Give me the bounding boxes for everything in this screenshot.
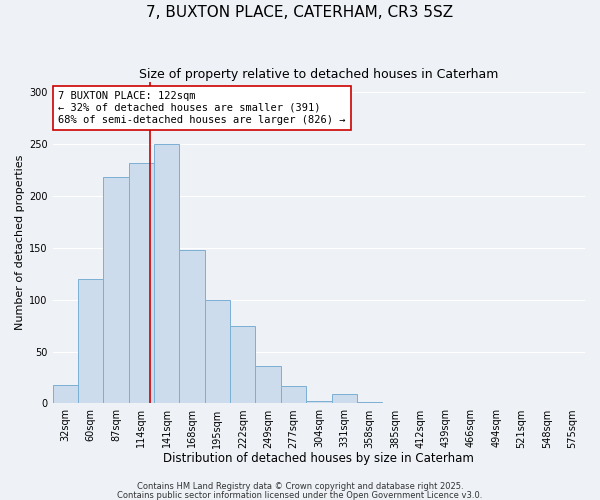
Text: 7 BUXTON PLACE: 122sqm
← 32% of detached houses are smaller (391)
68% of semi-de: 7 BUXTON PLACE: 122sqm ← 32% of detached… — [58, 92, 346, 124]
Bar — [129, 162, 154, 404]
Bar — [78, 279, 103, 404]
Title: Size of property relative to detached houses in Caterham: Size of property relative to detached ho… — [139, 68, 499, 80]
Text: Contains public sector information licensed under the Open Government Licence v3: Contains public sector information licen… — [118, 490, 482, 500]
X-axis label: Distribution of detached houses by size in Caterham: Distribution of detached houses by size … — [163, 452, 474, 465]
Bar — [256, 366, 281, 404]
Bar — [103, 177, 129, 404]
Text: Contains HM Land Registry data © Crown copyright and database right 2025.: Contains HM Land Registry data © Crown c… — [137, 482, 463, 491]
Text: 7, BUXTON PLACE, CATERHAM, CR3 5SZ: 7, BUXTON PLACE, CATERHAM, CR3 5SZ — [146, 5, 454, 20]
Bar — [306, 402, 332, 404]
Bar — [205, 300, 230, 404]
Bar — [53, 385, 78, 404]
Bar — [154, 144, 179, 404]
Bar — [357, 402, 382, 404]
Bar — [230, 326, 256, 404]
Bar — [332, 394, 357, 404]
Bar — [179, 250, 205, 404]
Bar — [281, 386, 306, 404]
Y-axis label: Number of detached properties: Number of detached properties — [15, 155, 25, 330]
